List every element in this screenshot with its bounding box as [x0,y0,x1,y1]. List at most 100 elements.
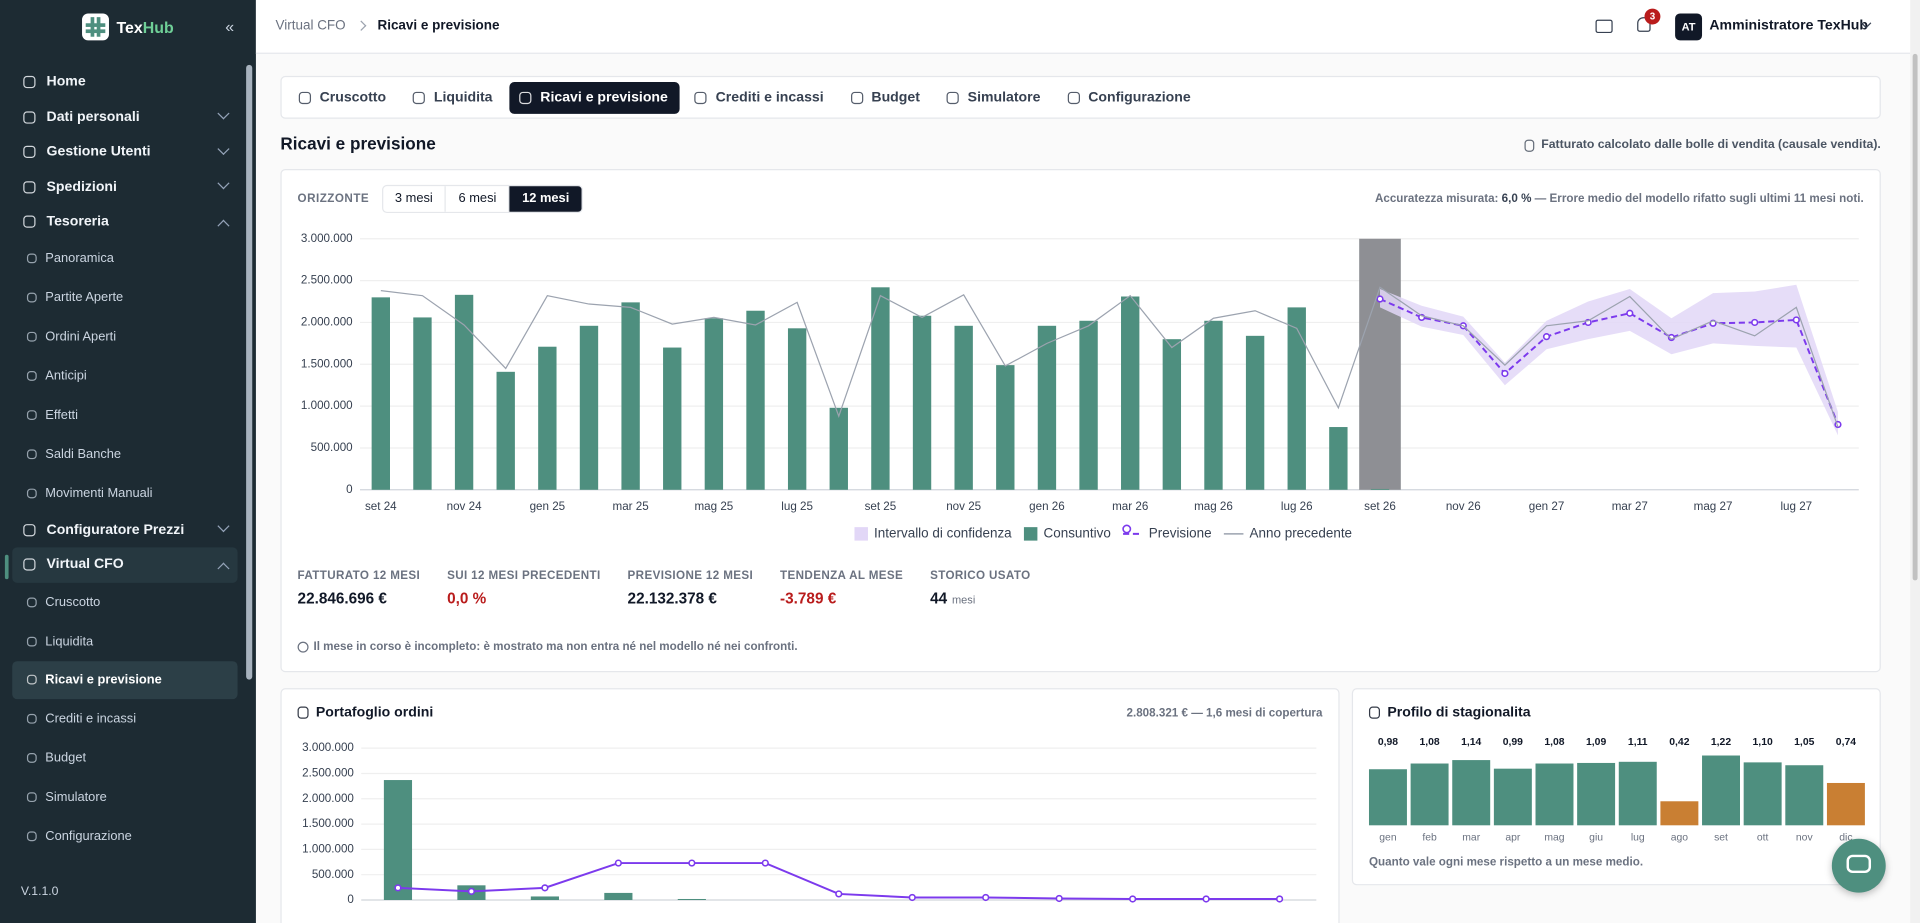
kpi-value: -3.789 € [780,590,837,608]
brand[interactable]: TexHub [0,12,256,41]
nav-item[interactable]: Home [12,65,237,100]
bell-icon[interactable] [1637,17,1651,32]
nav-label: Spedizioni [46,179,117,195]
avatar[interactable]: AT [1675,13,1703,41]
kpi-unit: mesi [952,593,976,607]
collapse-button[interactable]: « [225,17,235,36]
icon [23,146,36,159]
tab-label: Ricavi e previsione [540,90,668,105]
tab-label: Budget [871,90,920,105]
nav-item[interactable]: Crediti e incassi [12,700,237,739]
nav-label: Partite Aperte [45,290,124,306]
title-text: Profilo di stagionalita [1387,705,1531,721]
nav-label: Simulatore [45,789,107,805]
nav-label: Configurazione [45,828,132,844]
nav-item[interactable]: Liquidita [12,622,237,661]
horizon-option[interactable]: 3 mesi [383,186,447,212]
icon [26,831,37,842]
card-note: 2.808.321 € — 1,6 mesi di copertura [1126,706,1323,721]
tab[interactable]: Configurazione [1058,81,1203,113]
tab[interactable]: Simulatore [937,81,1053,113]
icon [23,76,36,89]
nav-item[interactable]: Effetti [12,396,237,435]
icon [26,636,37,646]
chevron [217,142,230,155]
accuracy-suffix: — Errore medio del modello rifatto sugli… [1534,192,1864,206]
nav-item[interactable]: Tesoreria [12,204,237,239]
nav-item[interactable]: Anticipi [12,357,237,396]
kpi-value-row: -3.789 € [780,590,903,607]
nav-label: Liquidita [45,633,94,649]
portfolio-card [280,688,1340,923]
kpi-value-row: 0,0 % [447,590,601,607]
horizon-options: 3 mesi 6 mesi 12 mesi [381,184,583,214]
icon [519,91,532,104]
icon [297,706,309,719]
tab-label: Crediti e incassi [715,90,824,105]
nav-item[interactable]: Partite Aperte [12,278,237,317]
accuracy-value: 6,0 % [1501,192,1532,206]
notification-badge: 3 [1644,8,1661,25]
icon [694,91,708,104]
nav-item[interactable]: Simulatore [12,778,237,817]
tab[interactable]: Liquidita [403,81,505,113]
icon [26,254,37,264]
nav-label: Tesoreria [46,214,109,230]
kpi: TENDENZA AL MESE -3.789 € [780,569,903,607]
section-title: Ricavi e previsione [280,133,436,154]
footnote-text: Il mese in corso è incompleto: è mostrat… [313,640,798,654]
icon [23,524,36,537]
nav-item[interactable]: Dati personali [12,100,237,135]
nav-item[interactable]: Configuratore Prezzi [12,513,237,548]
nav-item[interactable]: Budget [12,739,237,778]
nav-item[interactable]: Spedizioni [12,170,237,205]
nav-item[interactable]: Virtual CFO [12,547,238,583]
kpi-label: TENDENZA AL MESE [780,569,904,583]
scrollbar [246,64,253,680]
tab-label: Liquidita [433,90,493,105]
tab[interactable]: Budget [841,81,932,113]
nav-item[interactable]: Cruscotto [12,583,237,622]
nav-item[interactable]: Movimenti Manuali [12,474,237,513]
icon [946,91,960,104]
nav-label: Anticipi [45,368,87,384]
user-name[interactable]: Amministratore TexHub [1709,18,1868,34]
tab[interactable]: Ricavi e previsione [509,81,681,114]
icon [26,714,37,725]
nav-item[interactable]: Configurazione [12,817,237,856]
breadcrumb-item[interactable]: Virtual CFO [275,18,346,34]
icon [23,215,36,229]
tab-label: Simulatore [967,90,1041,105]
nav-item[interactable]: Panoramica [12,239,237,278]
accuracy: Accuratezza misurata: 6,0 % — Errore med… [1375,192,1864,205]
brand-first: Tex [116,17,143,37]
chevron [217,520,230,533]
logo [82,13,110,41]
note-text: Fatturato calcolato dalle bolle di vendi… [1541,138,1881,152]
nav-label: Configuratore Prezzi [46,522,185,538]
horizon: ORIZZONTE 3 mesi 6 mesi 12 mesi [298,184,583,214]
kpis: FATTURATO 12 MESI 22.846.696 € SUI 12 MESI… [298,569,1058,607]
nav-item[interactable]: Ordini Aperti [12,317,237,356]
nav-item[interactable]: Ricavi e previsione [12,660,238,700]
mail-icon[interactable] [1595,19,1613,34]
nav-label: Budget [45,750,87,766]
nav-item[interactable]: Gestione Utenti [12,135,237,170]
nav-item[interactable]: Saldi Banche [12,435,237,474]
tab-label: Cruscotto [319,90,387,105]
tab[interactable]: Crediti e incassi [685,81,836,113]
chat-button[interactable] [1831,838,1886,893]
horizon-option[interactable]: 6 mesi [446,186,510,212]
icon [26,488,37,499]
horizon-option[interactable]: 12 mesi [509,186,582,212]
accuracy-prefix: Accuratezza misurata: [1374,192,1499,206]
title-text: Portafoglio ordini [315,705,434,721]
chevron [217,562,230,575]
scrollbar [1910,0,1920,923]
kpi-label: PREVISIONE 12 MESI [627,569,754,583]
nav-label: Cruscotto [45,594,101,610]
icon [23,180,36,194]
kpi-value: 0,0 % [447,590,487,608]
info-icon [297,641,309,653]
tab[interactable]: Cruscotto [289,81,398,113]
